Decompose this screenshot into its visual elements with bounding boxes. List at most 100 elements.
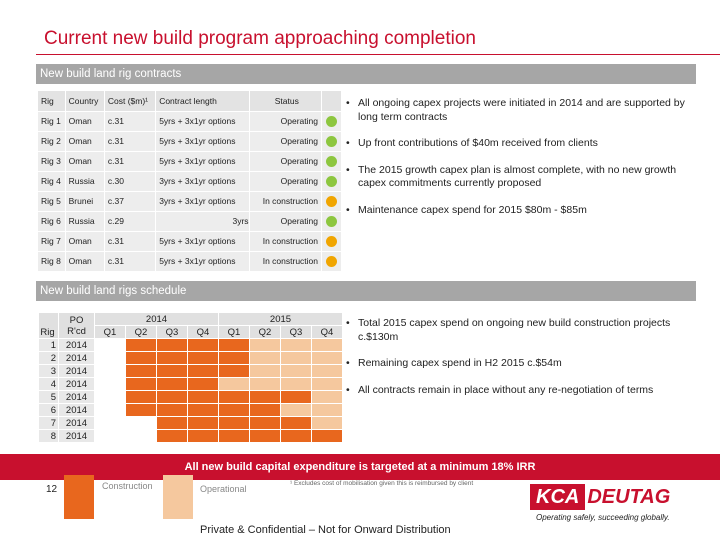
schedule-rig: 8 [38,429,59,443]
schedule-cell-empty [94,338,126,352]
status-indicator-cell [321,170,342,191]
contract-country: Brunei [65,190,105,211]
schedule-body: 1 2014 2 2014 3 2014 4 2014 5 2014 6 2014 7 2014 8 2014 [38,338,343,443]
schedule-rig: 1 [38,338,59,352]
schedule-cell-construction [156,364,188,378]
schedule-row: 8 2014 [38,429,343,443]
schedule-cell-construction [125,351,157,365]
logo-kca: KCA [530,484,586,510]
contract-country: Oman [65,230,105,251]
quarter-header: Q1 [94,325,126,339]
schedule-cell-construction [218,390,250,404]
quarter-header: Q3 [156,325,188,339]
contract-country: Oman [65,130,105,151]
schedule-cell-operational [311,416,343,430]
schedule-cell-empty [94,364,126,378]
schedule-cell-construction [187,429,219,443]
legend-construction-swatch [64,475,94,519]
schedule-po: 2014 [58,351,95,365]
logo-deutag: DEUTAG [587,486,671,508]
contract-cost: c.31 [104,110,157,131]
bullet-item: The 2015 growth capex plan is almost com… [344,164,694,191]
contract-length: 5yrs + 3x1yr options [155,130,250,151]
schedule-cell-construction [125,390,157,404]
schedule-po: 2014 [58,416,95,430]
contract-length: 5yrs + 3x1yr options [155,230,250,251]
contract-status: In construction [249,250,323,271]
year-2014: 2014 [94,312,219,326]
contract-length: 3yrs + 3x1yr options [155,170,250,191]
schedule-cell-construction [249,390,281,404]
status-dot-green [326,215,337,227]
schedule-row: 7 2014 [38,416,343,430]
contract-row: Rig 2 Oman c.31 5yrs + 3x1yr options Operati… [38,130,342,151]
schedule-row: 6 2014 [38,403,343,417]
schedule-cell-construction [187,364,219,378]
contract-cost: c.31 [104,250,157,271]
schedule-cell-operational [311,377,343,391]
schedule-cell-construction [218,351,250,365]
status-indicator-cell [321,110,342,131]
section-header-contracts: New build land rig contracts [36,64,696,84]
schedule-cell-construction [249,416,281,430]
schedule-cell-construction [218,338,250,352]
contract-cost: c.37 [104,190,157,211]
contract-cost: c.31 [104,230,157,251]
quarter-header: Q4 [187,325,219,339]
title-rule [36,54,720,55]
contract-country: Russia [65,210,105,231]
contract-status: In construction [249,190,323,211]
schedule-cell-operational [280,403,312,417]
contract-country: Russia [65,170,105,191]
schedule-po-header: PO R'cd [58,312,95,339]
schedule-rig: 4 [38,377,59,391]
header-status: Status [249,91,323,111]
contract-length: 5yrs + 3x1yr options [155,250,250,271]
schedule-cell-construction [125,403,157,417]
schedule-cell-construction [156,338,188,352]
legend-operational-label: Operational [200,484,247,494]
contract-length: 5yrs + 3x1yr options [155,150,250,171]
bullets-top: All ongoing capex projects were initiate… [344,97,694,230]
quarter-header: Q4 [311,325,343,339]
schedule-cell-construction [311,429,343,443]
irr-banner: All new build capital expenditure is tar… [0,454,720,480]
contract-status: Operating [249,150,323,171]
footnote: ¹ Excludes cost of mobilisation given th… [290,480,474,487]
schedule-row: 5 2014 [38,390,343,404]
contract-country: Oman [65,150,105,171]
schedule-cell-empty [94,377,126,391]
schedule-cell-construction [280,416,312,430]
contract-row: Rig 5 Brunei c.37 3yrs + 3x1yr options In co… [38,190,342,211]
schedule-cell-operational [280,351,312,365]
schedule-cell-construction [249,403,281,417]
header-rig: Rig [38,91,66,111]
schedule-row: 4 2014 [38,377,343,391]
legend-operational-swatch [163,475,193,519]
header-indicator [321,91,342,111]
schedule-cell-construction [156,377,188,391]
header-length: Contract length [155,91,250,111]
bullet-item: Maintenance capex spend for 2015 $80m - … [344,204,694,218]
contract-status: Operating [249,170,323,191]
schedule-cell-empty [94,390,126,404]
contract-row: Rig 1 Oman c.31 5yrs + 3x1yr options Operati… [38,110,342,131]
contracts-table: Rig Country Cost ($m)¹ Contract length S… [38,91,342,271]
schedule-cell-construction [280,429,312,443]
schedule-po: 2014 [58,429,95,443]
schedule-cell-operational [249,377,281,391]
contract-country: Oman [65,110,105,131]
schedule-cell-empty [125,416,157,430]
bullet-item: Remaining capex spend in H2 2015 c.$54m [344,357,694,371]
schedule-rig: 5 [38,390,59,404]
schedule-po: 2014 [58,403,95,417]
contract-rig: Rig 5 [38,190,66,211]
quarter-header: Q1 [218,325,250,339]
schedule-cell-construction [156,351,188,365]
schedule-rig: 7 [38,416,59,430]
contract-row: Rig 8 Oman c.31 5yrs + 3x1yr options In cons… [38,250,342,271]
schedule-cell-operational [249,338,281,352]
schedule-row: 3 2014 [38,364,343,378]
contract-country: Oman [65,250,105,271]
schedule-cell-operational [311,403,343,417]
